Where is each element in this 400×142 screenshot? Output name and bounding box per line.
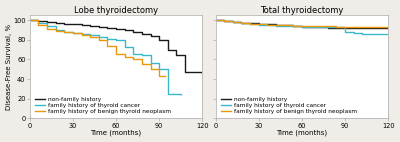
X-axis label: Time (months): Time (months) — [276, 130, 328, 136]
Legend: non-family history, family history of thyroid cancer, family history of benign t: non-family history, family history of th… — [220, 96, 357, 114]
Title: Total thyroidectomy: Total thyroidectomy — [260, 6, 344, 15]
Y-axis label: Disease-Free Survival, %: Disease-Free Survival, % — [6, 24, 12, 110]
Title: Lobe thyroidectomy: Lobe thyroidectomy — [74, 6, 158, 15]
X-axis label: Time (months): Time (months) — [90, 130, 142, 136]
Legend: non-family history, family history of thyroid cancer, family history of benign t: non-family history, family history of th… — [34, 96, 172, 114]
